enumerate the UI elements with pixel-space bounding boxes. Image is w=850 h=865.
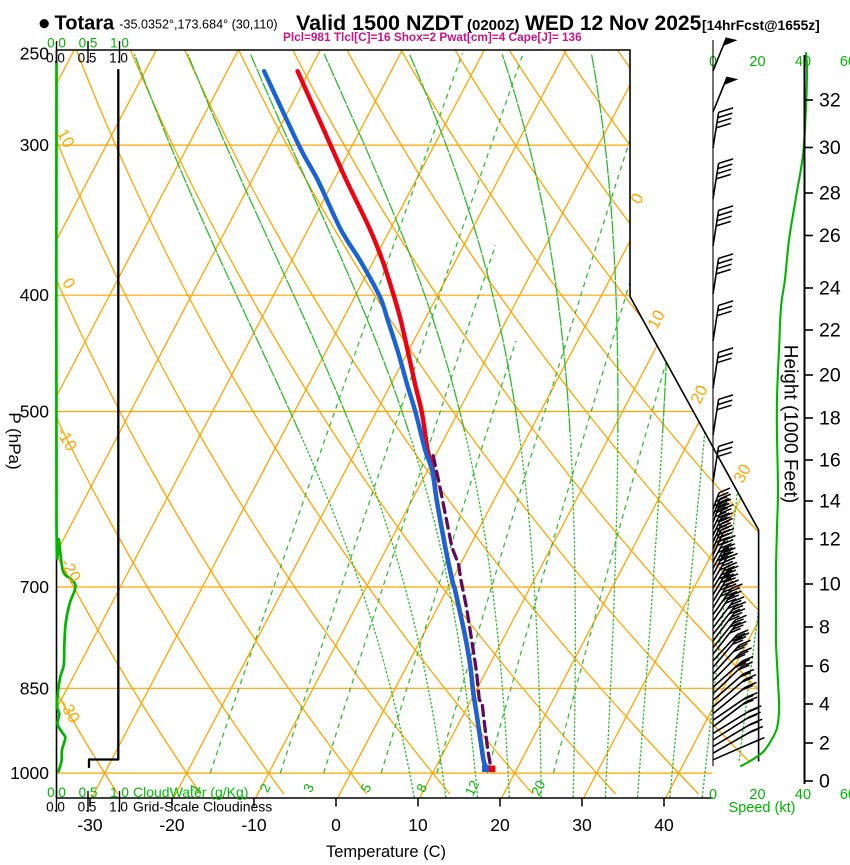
svg-text:20: 20 [490, 815, 510, 835]
svg-text:0.0: 0.0 [46, 800, 65, 815]
svg-text:400: 400 [20, 285, 49, 305]
svg-text:20: 20 [749, 54, 765, 70]
svg-text:16: 16 [819, 450, 841, 472]
svg-text:12: 12 [462, 778, 482, 798]
svg-text:1.0: 1.0 [109, 51, 128, 66]
svg-text:30: 30 [819, 137, 841, 159]
svg-text:18: 18 [819, 408, 841, 430]
svg-text:[14hrFcst@1655z]: [14hrFcst@1655z] [702, 18, 820, 33]
svg-text:P (hPa): P (hPa) [5, 412, 24, 469]
svg-text:4: 4 [819, 694, 830, 716]
svg-text:850: 850 [20, 678, 49, 698]
svg-text:-35.0352°,173.684° (30,110): -35.0352°,173.684° (30,110) [119, 18, 277, 32]
svg-text:Grid-Scale Cloudiness: Grid-Scale Cloudiness [133, 799, 272, 815]
svg-text:1000: 1000 [10, 763, 49, 783]
svg-text:28: 28 [819, 183, 841, 205]
svg-text:60: 60 [840, 54, 850, 70]
svg-text:40: 40 [795, 54, 811, 70]
svg-text:CloudWater (g/Kg): CloudWater (g/Kg) [133, 784, 248, 800]
svg-text:0.5: 0.5 [78, 51, 97, 66]
svg-text:10: 10 [408, 815, 428, 835]
svg-text:20: 20 [528, 778, 548, 798]
svg-text:30: 30 [572, 815, 592, 835]
svg-text:Valid 1500 NZDT: Valid 1500 NZDT [296, 11, 463, 35]
svg-text:0: 0 [331, 815, 341, 835]
svg-text:2: 2 [819, 733, 830, 755]
svg-text:0.0: 0.0 [46, 51, 65, 66]
svg-text:-30: -30 [77, 815, 103, 835]
svg-text:14: 14 [819, 491, 841, 513]
svg-text:500: 500 [20, 402, 49, 422]
svg-text:6: 6 [819, 656, 830, 678]
svg-text:8: 8 [819, 617, 830, 639]
svg-text:22: 22 [819, 320, 841, 342]
svg-text:26: 26 [819, 225, 841, 247]
svg-text:700: 700 [20, 577, 49, 597]
svg-text:Height (1000 Feet): Height (1000 Feet) [780, 345, 801, 503]
svg-text:40: 40 [654, 815, 674, 835]
svg-text:12: 12 [819, 529, 841, 551]
svg-text:-10: -10 [241, 815, 267, 835]
svg-text:24: 24 [819, 278, 841, 300]
svg-text:60: 60 [840, 787, 850, 803]
svg-text:20: 20 [749, 787, 765, 803]
svg-text:1.0: 1.0 [109, 800, 128, 815]
svg-text:40: 40 [795, 787, 811, 803]
svg-text:300: 300 [20, 135, 49, 155]
svg-text:Temperature (C): Temperature (C) [326, 843, 446, 860]
svg-text:0: 0 [819, 771, 830, 793]
svg-text:32: 32 [819, 90, 841, 112]
svg-text:-20: -20 [159, 815, 185, 835]
svg-text:250: 250 [20, 44, 49, 64]
svg-text:(0200Z): (0200Z) [467, 17, 520, 34]
svg-text:10: 10 [819, 574, 841, 596]
svg-text:0.5: 0.5 [78, 800, 97, 815]
svg-text:0: 0 [709, 787, 717, 803]
svg-text:WED 12 Nov 2025: WED 12 Nov 2025 [525, 12, 702, 35]
svg-text:20: 20 [819, 365, 841, 387]
svg-text:Plcl=981 Tlcl[C]=16 Shox=2 Pwa: Plcl=981 Tlcl[C]=16 Shox=2 Pwat[cm]=4 Ca… [283, 30, 582, 44]
svg-text:Totara: Totara [55, 13, 116, 35]
svg-text:Speed (kt): Speed (kt) [729, 800, 796, 816]
